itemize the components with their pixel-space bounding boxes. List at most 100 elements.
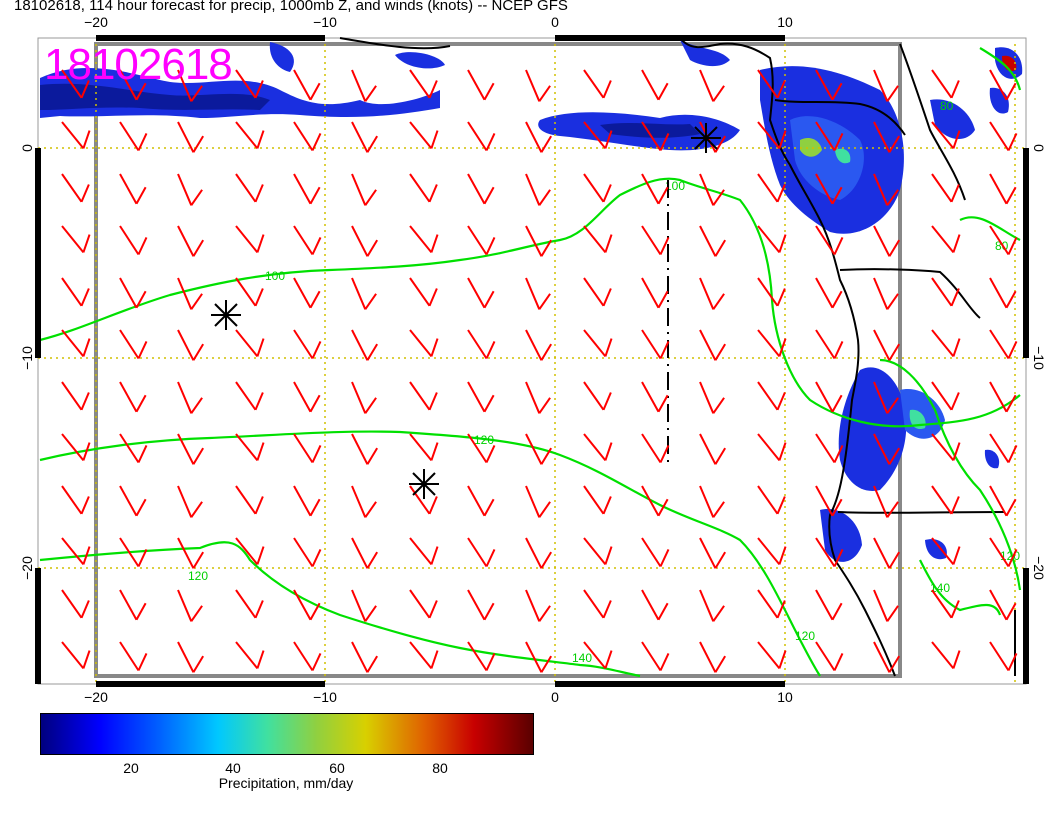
wind-barb [235, 329, 265, 358]
wind-barb [119, 173, 147, 205]
wind-barb [235, 381, 264, 411]
wind-barb [119, 121, 148, 152]
wind-barb [177, 277, 203, 310]
svg-text:−20: −20 [1031, 556, 1047, 580]
wind-barb [467, 589, 495, 621]
wind-barb [931, 173, 960, 203]
wind-barb [815, 225, 844, 256]
wind-barb [931, 537, 961, 566]
wind-barb [873, 485, 899, 518]
wind-barb [815, 641, 844, 672]
wind-barb [293, 641, 322, 672]
wind-barb [351, 173, 377, 206]
wind-barb [931, 329, 961, 358]
wind-barb [989, 589, 1017, 621]
wind-barb [467, 641, 496, 672]
wind-barb [119, 277, 147, 309]
left-lat-ticks: 0 −10 −20 [19, 144, 35, 580]
wind-barb [467, 433, 496, 464]
wind-barb [293, 69, 321, 101]
wind-barb [757, 173, 786, 203]
wind-barb [177, 641, 205, 673]
svg-text:120: 120 [188, 569, 208, 583]
wind-barb [641, 485, 669, 517]
wind-barb [583, 641, 613, 670]
wind-barb [351, 381, 377, 414]
wind-barb [409, 589, 438, 619]
svg-text:−20: −20 [19, 556, 35, 580]
wind-barb [177, 225, 205, 257]
right-lat-ticks: 0 −10 −20 [1031, 144, 1047, 580]
wind-barb [583, 589, 612, 619]
wind-barb [583, 381, 612, 411]
wind-barb [293, 329, 322, 360]
wind-barb [699, 277, 725, 310]
wind-barb [525, 433, 553, 465]
wind-barb [235, 641, 265, 670]
wind-barb [525, 121, 553, 153]
wind-barb [989, 173, 1017, 205]
wind-barb [351, 589, 377, 622]
wind-barb [293, 121, 322, 152]
wind-barb [931, 433, 961, 462]
wind-barb [757, 121, 787, 150]
wind-barb [293, 537, 322, 568]
wind-barb [757, 537, 787, 566]
wind-barb [235, 433, 265, 462]
svg-text:0: 0 [551, 14, 559, 30]
wind-barb [641, 225, 670, 256]
wind-barb [815, 121, 844, 152]
wind-barb [409, 485, 438, 515]
wind-barb [641, 329, 670, 360]
wind-barb [409, 329, 439, 358]
svg-text:0: 0 [551, 689, 559, 705]
colorbar-label: Precipitation, mm/day [218, 775, 354, 791]
wind-barb [757, 433, 787, 462]
svg-text:120: 120 [795, 629, 815, 643]
wind-barb [177, 173, 203, 206]
wind-barb [351, 121, 379, 153]
wind-barb [525, 589, 551, 622]
wind-barb [989, 381, 1017, 413]
wind-barb [641, 641, 670, 672]
wind-barb [583, 173, 612, 203]
wind-barb [757, 277, 786, 307]
wind-barb [235, 173, 264, 203]
wind-barb [815, 173, 843, 205]
wind-barb [61, 433, 91, 462]
colorbar-tick: 80 [432, 760, 448, 776]
wind-barb [293, 589, 321, 621]
top-lon-ticks: −20 −10 0 10 [84, 14, 793, 30]
wind-barb [873, 433, 901, 465]
wind-barb [583, 277, 612, 307]
wind-barb [583, 433, 613, 462]
wind-barb [351, 433, 379, 465]
wind-barb [815, 537, 844, 568]
svg-text:140: 140 [572, 651, 592, 665]
wind-barb [873, 537, 901, 569]
wind-barb [119, 485, 147, 517]
wind-barb [873, 381, 899, 414]
colorbar-tick: 40 [225, 760, 241, 776]
wind-barb [177, 329, 205, 361]
wind-barb [177, 69, 203, 102]
wind-barb [177, 121, 205, 153]
wind-barb [293, 381, 321, 413]
wind-barb [177, 537, 205, 569]
wind-barb [931, 121, 961, 150]
wind-barb [757, 381, 786, 411]
wind-barb [293, 485, 321, 517]
svg-text:80: 80 [940, 99, 954, 113]
svg-text:10: 10 [777, 689, 793, 705]
wind-barb [409, 277, 438, 307]
wind-barb [989, 329, 1018, 360]
wind-barb [583, 537, 613, 566]
svg-text:140: 140 [930, 581, 950, 595]
bottom-lon-ticks: −20 −10 0 10 [84, 689, 793, 705]
wind-barb [989, 121, 1018, 152]
svg-text:−10: −10 [19, 346, 35, 370]
date-stamp: 18102618 [44, 40, 233, 89]
wind-barb [177, 485, 203, 518]
wind-barb [699, 69, 725, 102]
